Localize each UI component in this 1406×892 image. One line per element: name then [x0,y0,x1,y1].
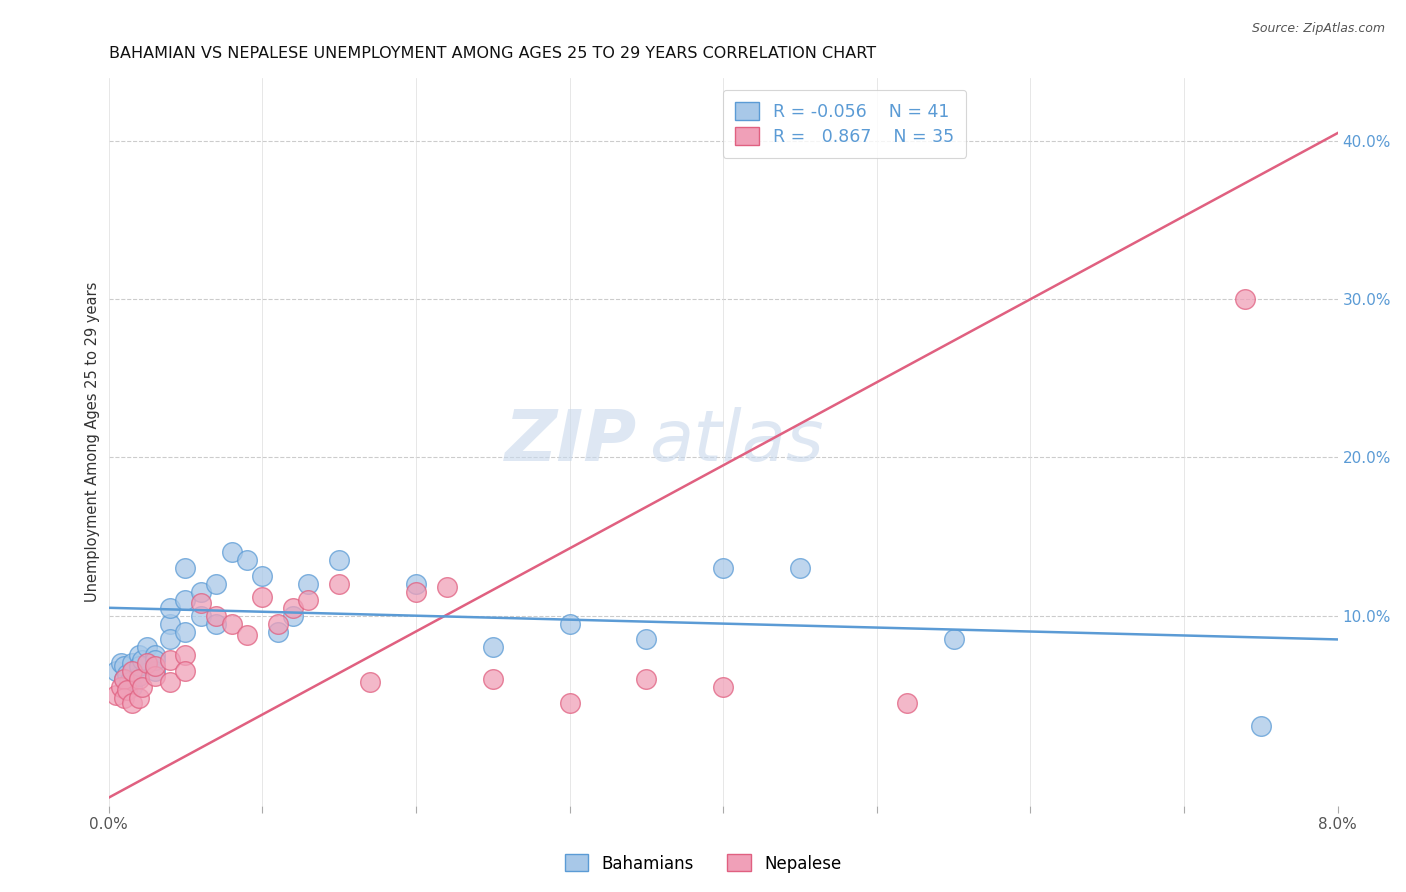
Point [143,659,166,673]
Point [252,569,274,583]
Point [117,675,139,690]
Point [143,669,166,683]
Point [190,596,212,610]
Y-axis label: Unemployment Among Ages 25 to 29 years: Unemployment Among Ages 25 to 29 years [86,282,100,602]
Point [128,648,150,663]
Point [112,672,135,686]
Point [136,640,159,655]
Point [121,664,143,678]
Point [143,648,166,663]
Point [636,672,658,686]
Point [159,675,181,690]
Point [558,616,581,631]
Point [121,656,143,670]
Point [266,616,288,631]
Point [328,577,350,591]
Point [159,616,181,631]
Point [252,590,274,604]
Point [121,680,143,694]
Point [1250,719,1272,733]
Text: Source: ZipAtlas.com: Source: ZipAtlas.com [1251,22,1385,36]
Text: BAHAMIAN VS NEPALESE UNEMPLOYMENT AMONG AGES 25 TO 29 YEARS CORRELATION CHART: BAHAMIAN VS NEPALESE UNEMPLOYMENT AMONG … [108,46,876,62]
Point [112,659,135,673]
Point [174,593,197,607]
Point [896,696,918,710]
Point [128,690,150,705]
Point [112,672,135,686]
Point [266,624,288,639]
Point [558,696,581,710]
Text: atlas: atlas [650,407,824,476]
Point [405,585,427,599]
Point [128,659,150,673]
Point [110,680,132,694]
Point [159,632,181,647]
Point [174,624,197,639]
Point [942,632,965,647]
Point [205,616,228,631]
Point [405,577,427,591]
Point [115,667,138,681]
Point [636,632,658,647]
Point [328,553,350,567]
Legend: Bahamians, Nepalese: Bahamians, Nepalese [558,847,848,880]
Point [136,656,159,670]
Point [789,561,811,575]
Legend: R = -0.056    N = 41, R =   0.867    N = 35: R = -0.056 N = 41, R = 0.867 N = 35 [723,90,966,158]
Point [131,680,153,694]
Point [205,577,228,591]
Point [281,608,304,623]
Point [221,616,243,631]
Point [711,680,734,694]
Point [190,608,212,623]
Text: ZIP: ZIP [505,407,637,476]
Point [110,656,132,670]
Point [105,688,128,702]
Point [143,653,166,667]
Point [481,672,503,686]
Point [236,553,259,567]
Point [159,600,181,615]
Point [159,653,181,667]
Point [359,675,381,690]
Point [115,683,138,698]
Point [221,545,243,559]
Point [174,664,197,678]
Point [281,600,304,615]
Point [236,628,259,642]
Point [174,648,197,663]
Point [711,561,734,575]
Point [297,593,319,607]
Point [297,577,319,591]
Point [174,561,197,575]
Point [481,640,503,655]
Point [205,608,228,623]
Point [112,690,135,705]
Point [190,585,212,599]
Point [131,653,153,667]
Point [105,664,128,678]
Point [1234,292,1257,306]
Point [128,672,150,686]
Point [436,580,458,594]
Point [143,664,166,678]
Point [128,669,150,683]
Point [121,696,143,710]
